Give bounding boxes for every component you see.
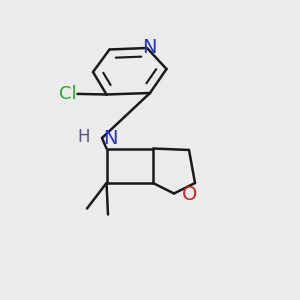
Text: N: N — [103, 128, 118, 148]
Text: H: H — [77, 128, 90, 146]
Text: N: N — [142, 38, 157, 57]
Text: O: O — [182, 185, 198, 204]
Text: Cl: Cl — [59, 85, 76, 103]
